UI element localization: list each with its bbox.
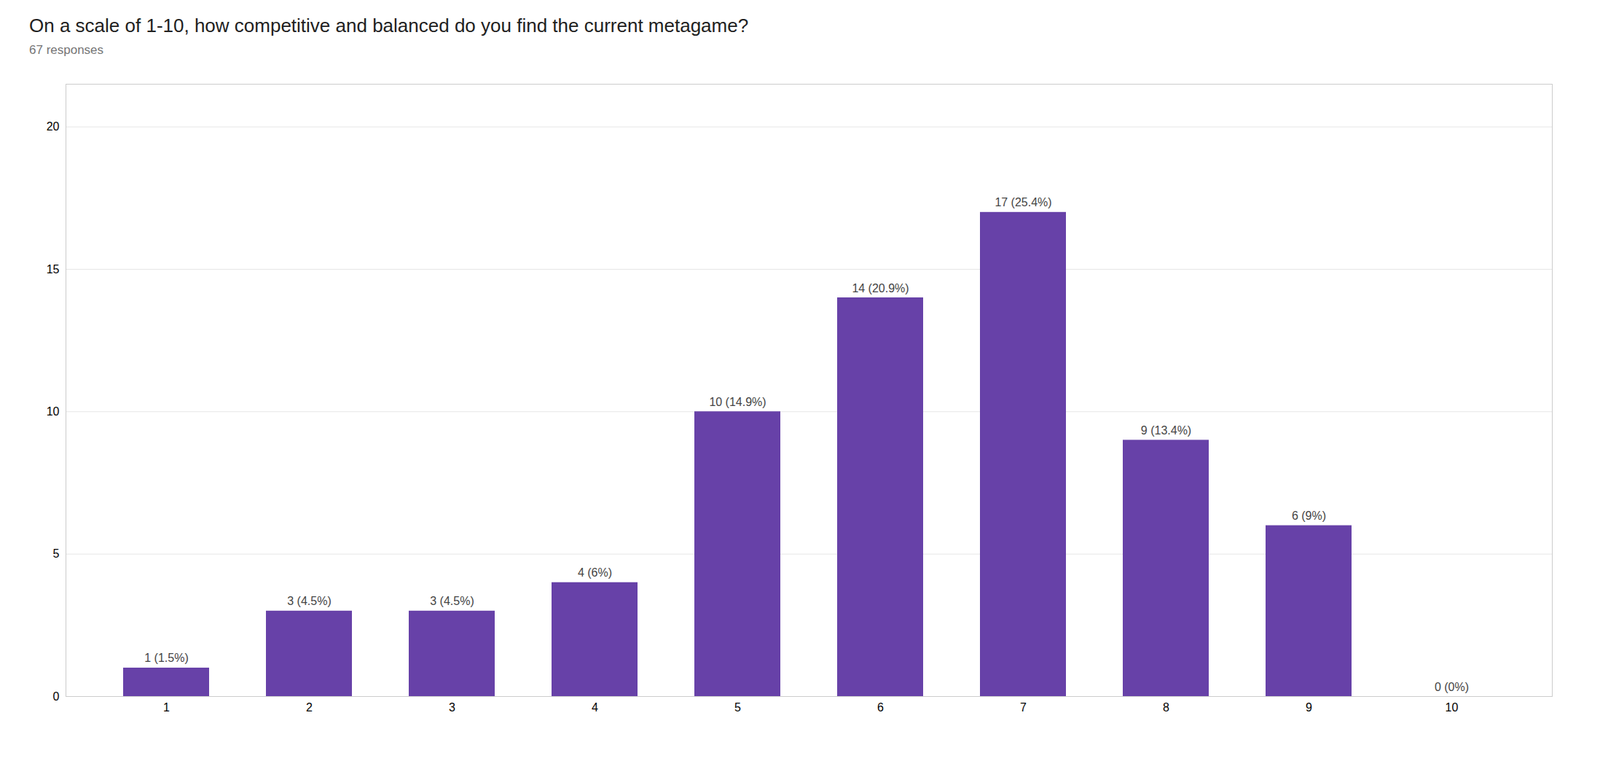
svg-text:14 (20.9%): 14 (20.9%) <box>851 281 909 295</box>
svg-text:10: 10 <box>46 405 60 418</box>
svg-text:9: 9 <box>1305 700 1313 714</box>
svg-text:10: 10 <box>1445 700 1459 714</box>
html-text:67 responses: 67 responses <box>29 42 104 57</box>
svg-text:20: 20 <box>46 120 60 133</box>
svg-text:3: 3 <box>448 700 456 714</box>
svg-text:15: 15 <box>46 263 60 276</box>
svg-text:3 (4.5%): 3 (4.5%) <box>287 594 331 607</box>
svg-text:5: 5 <box>53 547 60 560</box>
svg-text:4: 4 <box>591 700 599 714</box>
svg-text:6: 6 <box>877 700 884 714</box>
svg-text:10 (14.9%): 10 (14.9%) <box>708 395 766 409</box>
svg-text:5: 5 <box>734 700 741 714</box>
svg-text:6 (9%): 6 (9%) <box>1291 509 1327 522</box>
svg-text:9 (13.4%): 9 (13.4%) <box>1140 424 1192 437</box>
svg-text:7: 7 <box>1020 700 1027 714</box>
html-text:On a scale of 1-10, how compet: On a scale of 1-10, how competitive and … <box>29 14 749 37</box>
svg-text:1: 1 <box>163 700 170 714</box>
svg-text:3 (4.5%): 3 (4.5%) <box>429 594 474 607</box>
svg-text:17 (25.4%): 17 (25.4%) <box>994 195 1052 209</box>
svg-text:4 (6%): 4 (6%) <box>577 566 613 579</box>
svg-text:1 (1.5%): 1 (1.5%) <box>144 651 188 664</box>
svg-text:0: 0 <box>53 689 60 703</box>
svg-text:0 (0%): 0 (0%) <box>1434 680 1469 693</box>
svg-text:2: 2 <box>306 700 313 714</box>
svg-text:8: 8 <box>1162 700 1170 714</box>
